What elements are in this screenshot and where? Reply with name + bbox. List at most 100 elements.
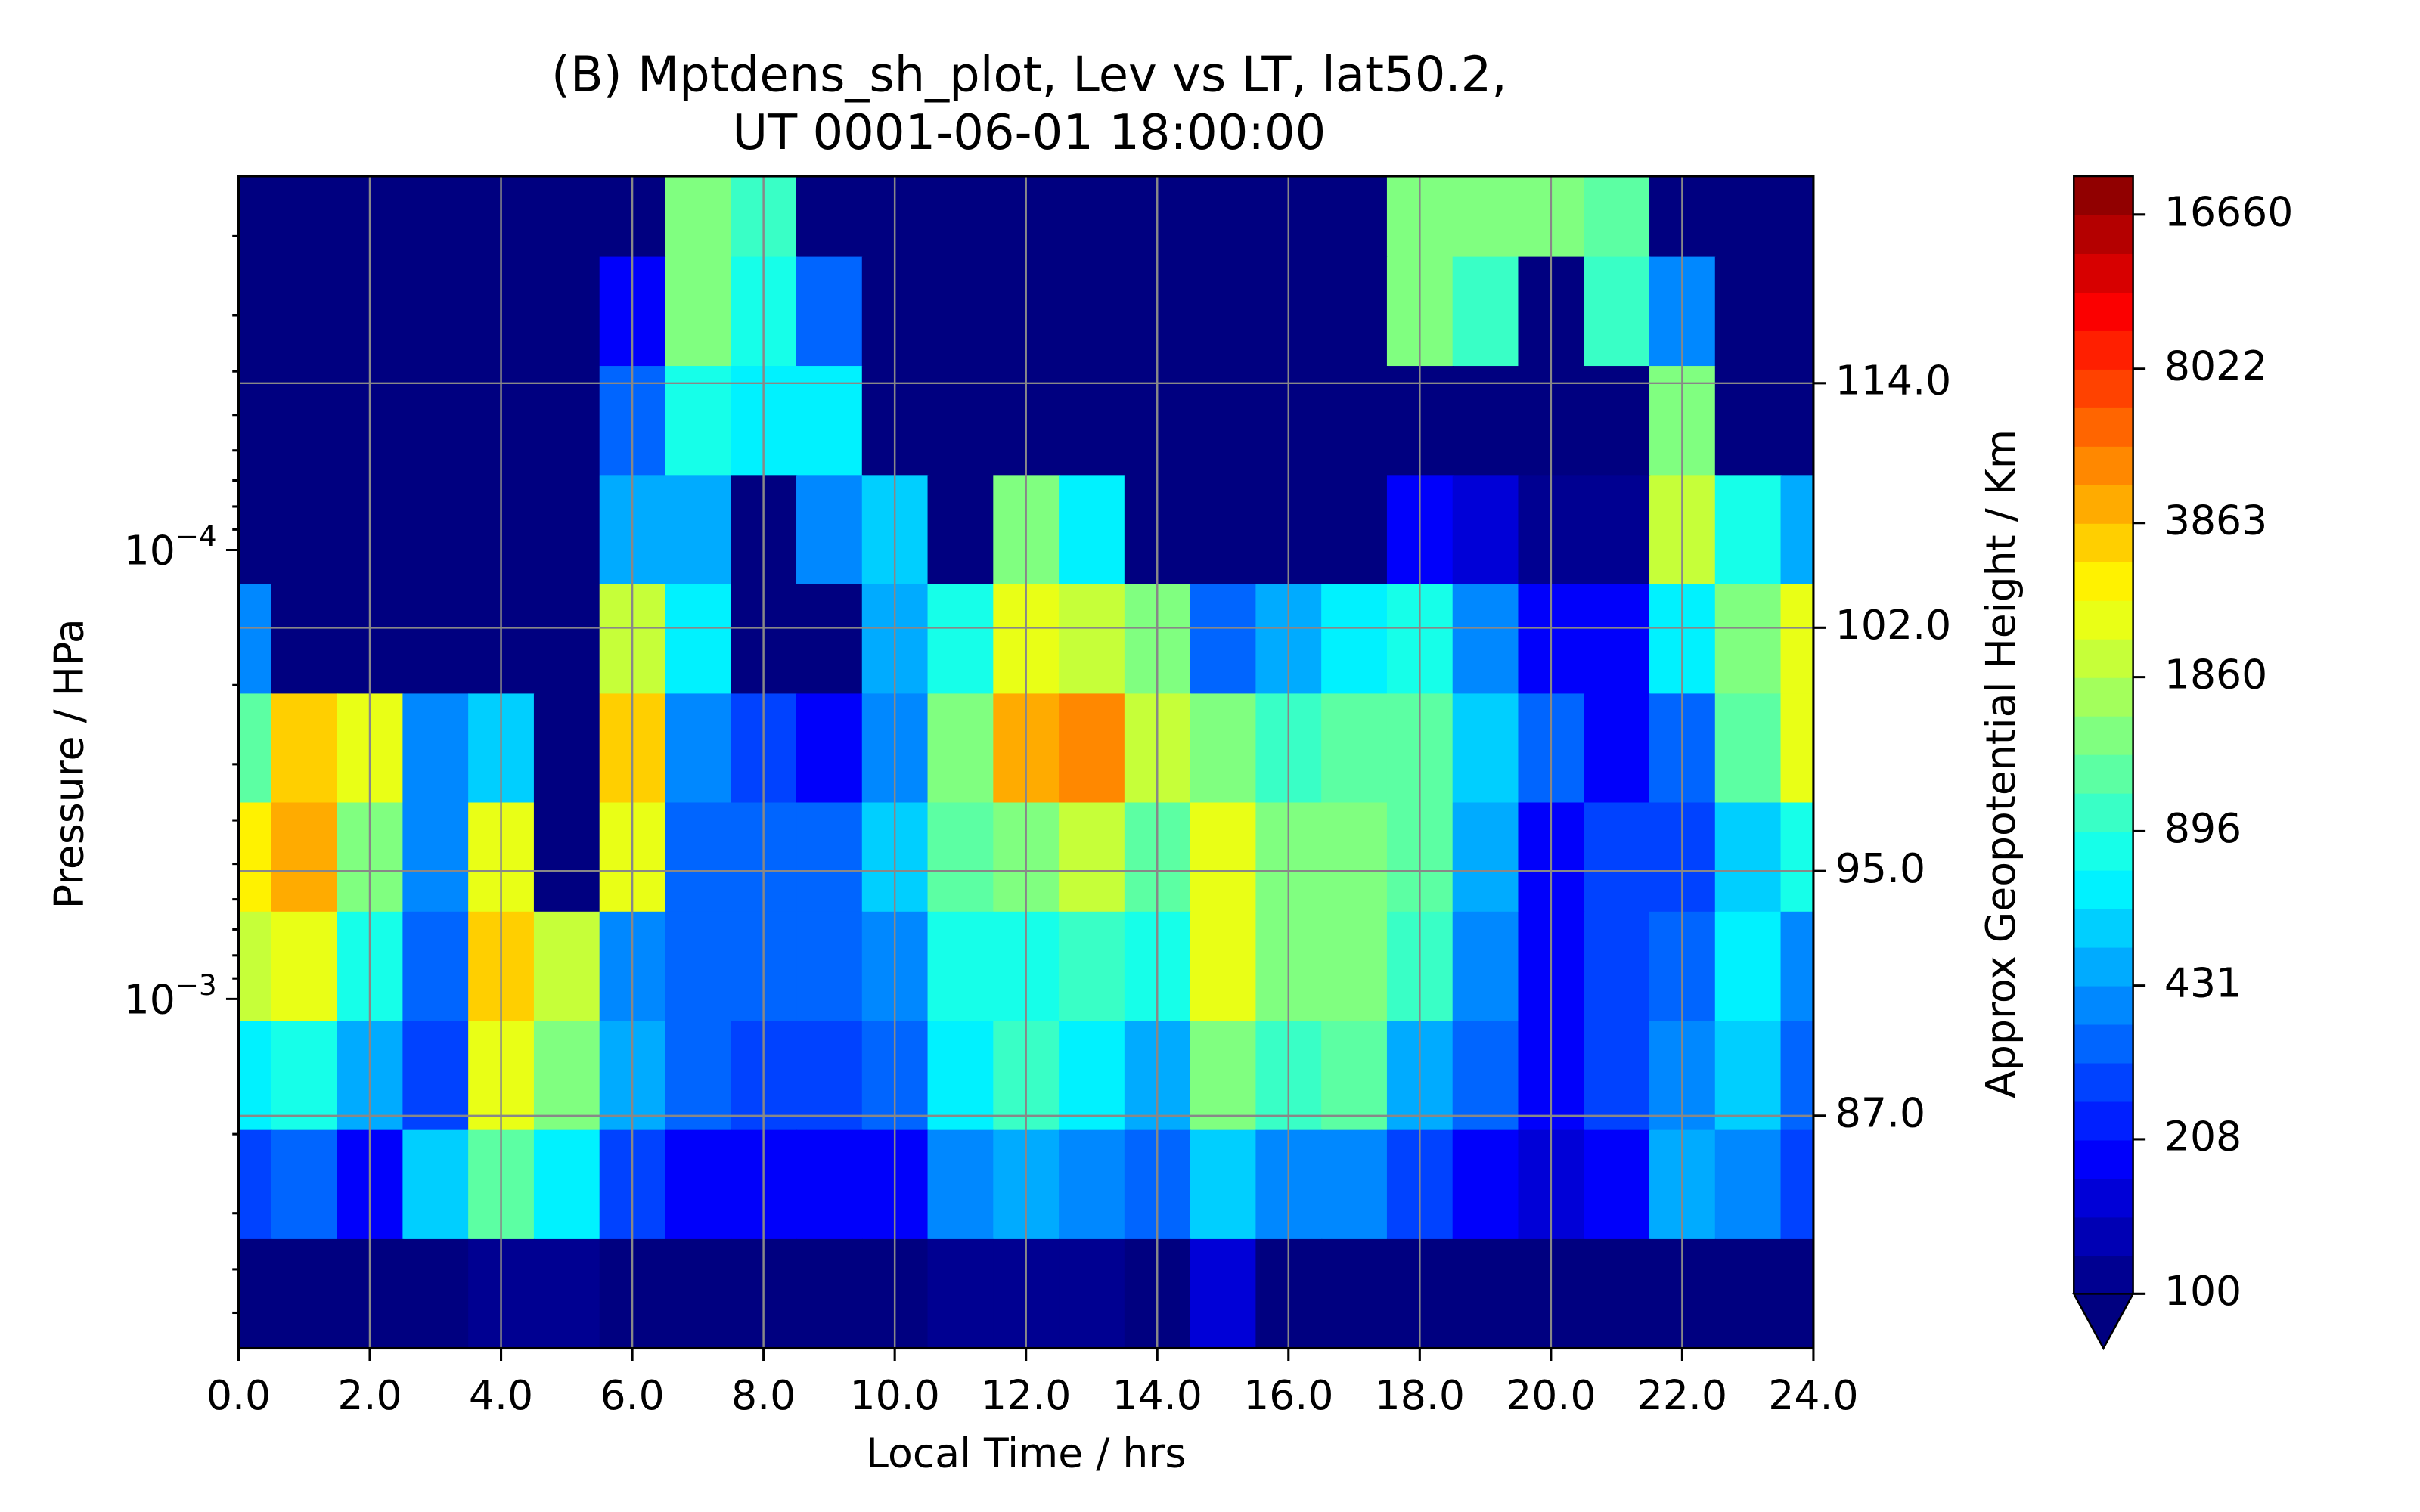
contour-cell — [402, 1129, 470, 1241]
contour-cell — [1780, 911, 1815, 1022]
colorbar-band — [2074, 677, 2133, 717]
x-tick-label: 2.0 — [337, 1371, 402, 1419]
contour-cell — [665, 475, 732, 586]
contour-cell — [238, 366, 273, 476]
contour-cell — [1584, 1129, 1651, 1241]
contour-cell — [1059, 366, 1126, 476]
contour-cell — [402, 693, 470, 804]
colorbar-band — [2074, 1178, 2133, 1218]
contour-cell — [927, 911, 994, 1022]
contour-cell — [1780, 475, 1815, 586]
chart-title: UT 0001-06-01 18:00:00 — [732, 105, 1326, 161]
x-tick-label: 14.0 — [1112, 1371, 1202, 1419]
y-tick-label: 10−3 — [124, 968, 217, 1023]
contour-cell — [1714, 584, 1782, 695]
x-tick-label: 20.0 — [1506, 1371, 1596, 1419]
colorbar-band — [2074, 561, 2133, 601]
contour-cell — [1780, 1021, 1815, 1131]
contour-cell — [1190, 911, 1257, 1022]
contour-cell — [238, 475, 273, 586]
colorbar-band — [2074, 330, 2133, 370]
x-tick-label: 8.0 — [731, 1371, 796, 1419]
colorbar: 100 208 431 896 1860 3863 8022 16660 — [2072, 175, 2293, 1351]
contour-cell — [1714, 366, 1782, 476]
contour-cell — [1780, 1129, 1815, 1241]
colorbar-band — [2074, 1024, 2133, 1064]
contour-cell — [796, 366, 864, 476]
contour-cell — [1059, 1238, 1126, 1349]
contour-cell — [1452, 475, 1519, 586]
contour-cell — [533, 475, 600, 586]
contour-cell — [533, 256, 600, 367]
contour-cell — [1714, 693, 1782, 804]
y2-axis-label: Approx Geopotential Height / Km — [1977, 429, 2024, 1098]
y-tick-base: 10 — [124, 526, 175, 574]
contour-cell — [927, 802, 994, 913]
contour-cell — [1584, 1238, 1651, 1349]
contour-cell — [665, 584, 732, 695]
colorbar-band — [2074, 1216, 2133, 1256]
contour-cell — [796, 1021, 864, 1131]
contour-cell — [1059, 475, 1126, 586]
colorbar-band — [2074, 792, 2133, 832]
contour-cell — [238, 1129, 273, 1241]
contour-cell — [927, 1021, 994, 1131]
contour-cell — [1452, 802, 1519, 913]
contour-cell — [1780, 584, 1815, 695]
colorbar-band — [2074, 600, 2133, 640]
contour-cell — [1780, 693, 1815, 804]
contour-cell — [1059, 1021, 1126, 1131]
colorbar-band — [2074, 1255, 2133, 1295]
contour-cell — [665, 366, 732, 476]
contour-cell — [1190, 1129, 1257, 1241]
contour-cell — [271, 911, 338, 1022]
y2-tick-label: 102.0 — [1835, 601, 1951, 649]
y-tick-base: 10 — [124, 975, 175, 1023]
contour-cell — [1190, 1238, 1257, 1349]
contour-cell — [402, 475, 470, 586]
colorbar-tick-label: 8022 — [2164, 342, 2267, 389]
contour-cell — [796, 256, 864, 367]
contour-cell — [271, 475, 338, 586]
x-tick-label: 0.0 — [206, 1371, 271, 1419]
x-tick-label: 10.0 — [849, 1371, 939, 1419]
contour-cell — [1714, 1129, 1782, 1241]
contour-cell — [1714, 802, 1782, 913]
contour-cell — [1059, 1129, 1126, 1241]
contour-cell — [1452, 693, 1519, 804]
contour-cell — [796, 802, 864, 913]
contour-cell — [1780, 366, 1815, 476]
y2-tick-label: 114.0 — [1835, 356, 1951, 404]
contour-cell — [533, 584, 600, 695]
y-axis-label: Pressure / HPa — [45, 618, 92, 909]
colorbar-band — [2074, 253, 2133, 293]
colorbar-band — [2074, 1139, 2133, 1179]
contour-cell — [927, 475, 994, 586]
contour-cell — [1321, 1238, 1388, 1349]
colorbar-extend — [2072, 1293, 2135, 1351]
contour-cell — [927, 366, 994, 476]
contour-cell — [1714, 175, 1782, 258]
contour-cell — [1584, 366, 1651, 476]
contour-cell — [1059, 584, 1126, 695]
contour-cell — [1584, 1021, 1651, 1131]
contour-cell — [1780, 1238, 1815, 1349]
contour-cell — [402, 256, 470, 367]
contour-cell — [1780, 256, 1815, 367]
colorbar-band — [2074, 869, 2133, 909]
contour-cell — [665, 175, 732, 258]
colorbar-band — [2074, 368, 2133, 408]
contour-cell — [271, 584, 338, 695]
contour-cell — [1059, 693, 1126, 804]
contour-cell — [1452, 175, 1519, 258]
contour-cell — [1714, 1238, 1782, 1349]
contour-cell — [238, 1021, 273, 1131]
contour-field — [238, 175, 1815, 1349]
y-tick-exponent: −4 — [175, 520, 217, 553]
contour-cell — [1190, 175, 1257, 258]
contour-cell — [665, 802, 732, 913]
colorbar-band — [2074, 484, 2133, 524]
contour-cell — [1584, 693, 1651, 804]
colorbar-band — [2074, 831, 2133, 871]
